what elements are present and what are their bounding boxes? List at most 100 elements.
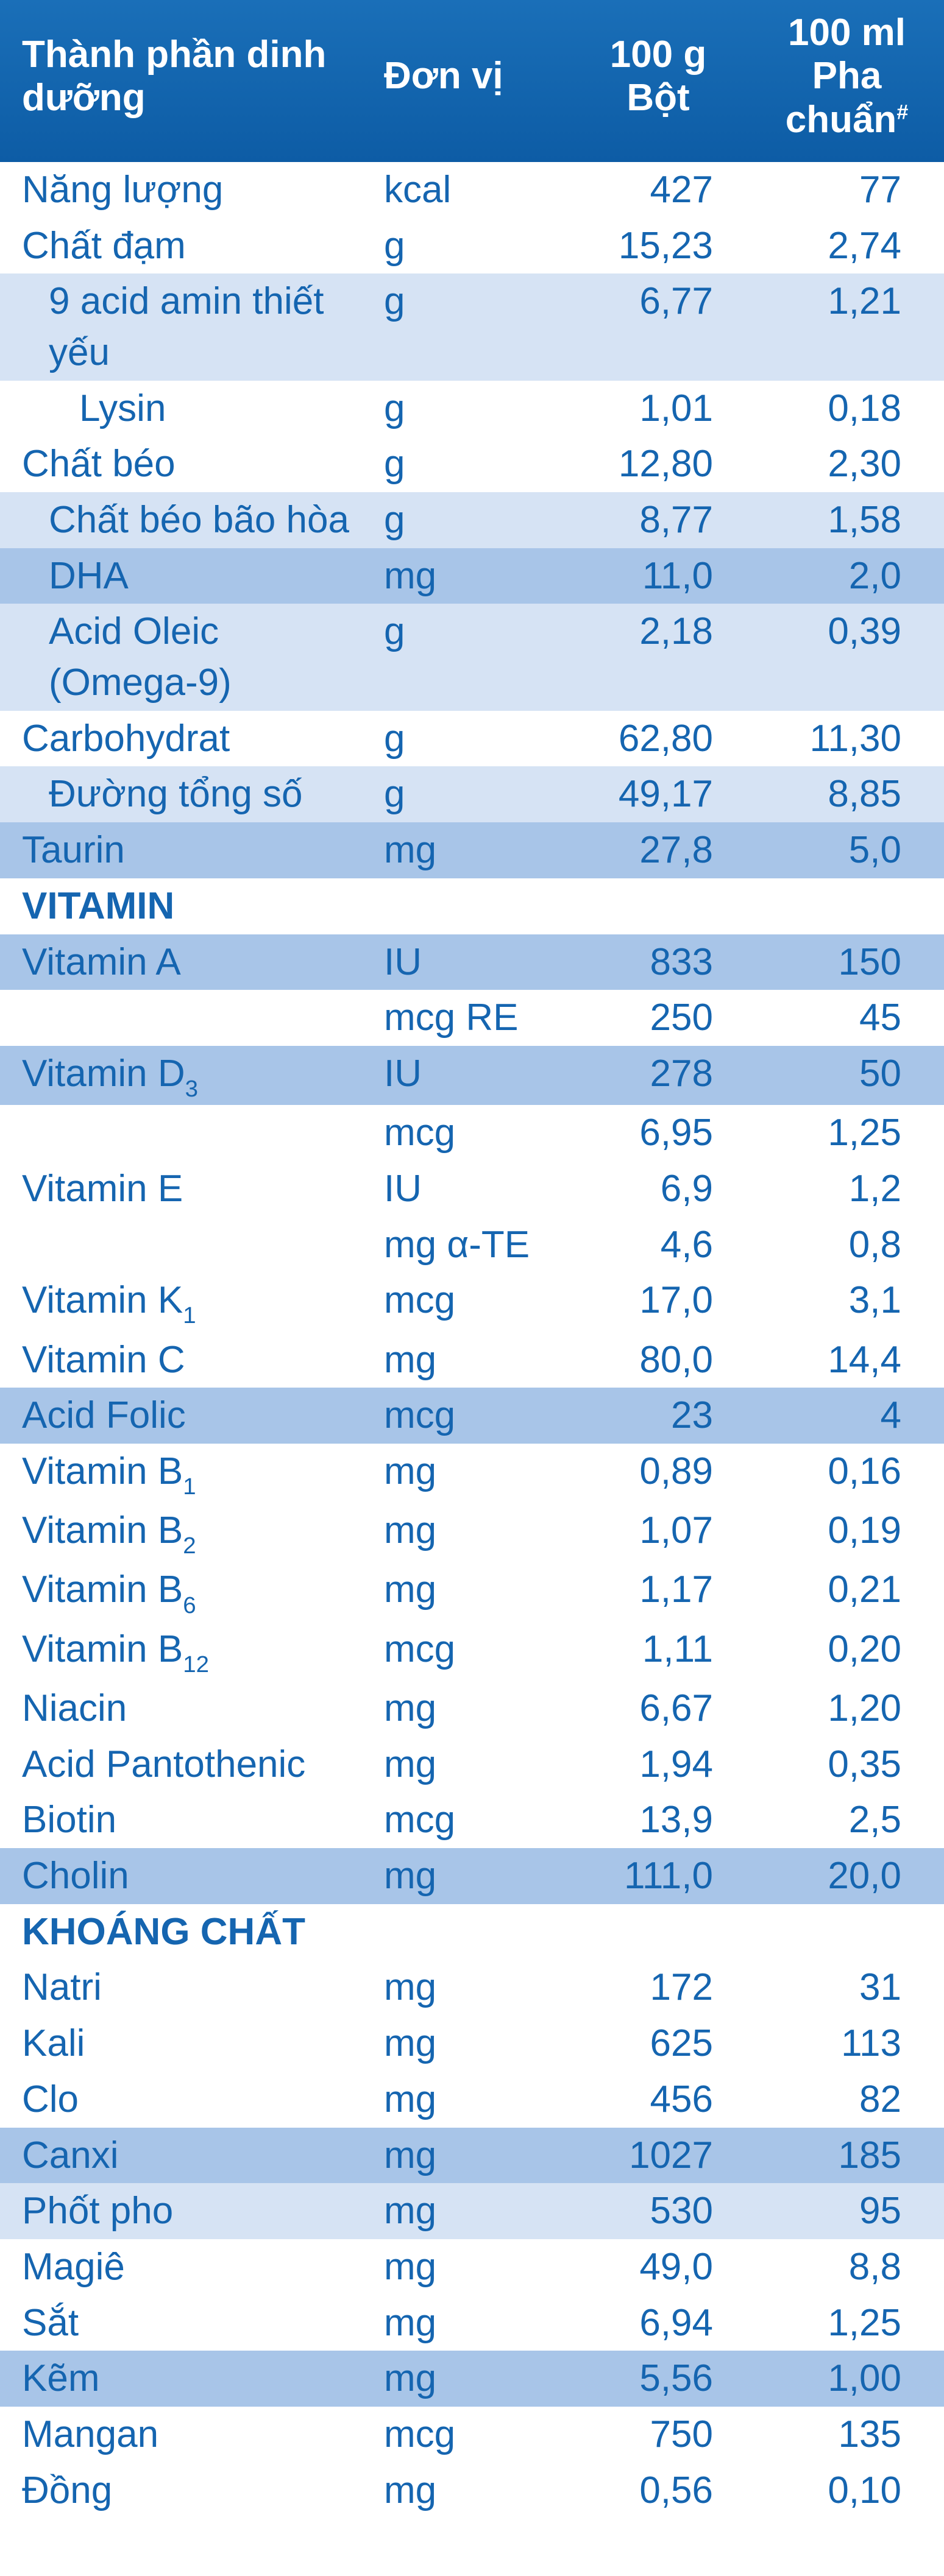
cell-name: Vitamin A (0, 934, 378, 990)
table-row: Vitamin B1mg0,890,16 (0, 1444, 944, 1503)
nutrient-name: Vitamin B (22, 1509, 183, 1551)
cell-100ml: 150 (750, 934, 944, 990)
table-row: Niacinmg6,671,20 (0, 1681, 944, 1737)
section-header-row: VITAMIN (0, 878, 944, 934)
nutrient-name: Vitamin C (22, 1339, 185, 1381)
nutrient-name-sub: 3 (185, 1076, 198, 1102)
cell-name: Chất đạm (0, 218, 378, 274)
cell-100ml: 0,39 (750, 604, 944, 710)
cell-100ml: 0,19 (750, 1503, 944, 1562)
table-row: Chất đạmg15,232,74 (0, 218, 944, 274)
table-row: Đồngmg0,560,10 (0, 2463, 944, 2519)
cell-100ml: 4 (750, 1388, 944, 1444)
table-row: Clomg45682 (0, 2072, 944, 2128)
cell-100ml: 8,8 (750, 2239, 944, 2295)
cell-100ml: 0,20 (750, 1621, 944, 1681)
nutrient-name: Biotin (22, 1799, 116, 1841)
cell-100g: 6,9 (567, 1161, 750, 1217)
cell-100ml: 20,0 (750, 1848, 944, 1904)
cell-unit: mcg (378, 2407, 567, 2463)
cell-unit: mg (378, 2183, 567, 2239)
table-body: Năng lượngkcal42777Chất đạmg15,232,74 9 a… (0, 162, 944, 2518)
cell-100ml: 185 (750, 2128, 944, 2184)
cell-unit: kcal (378, 162, 567, 218)
cell-100g: 172 (567, 1960, 750, 2016)
section-title: VITAMIN (0, 878, 944, 934)
cell-100ml: 113 (750, 2016, 944, 2072)
table-row: Acid Oleic (Omega-9)g2,180,39 (0, 604, 944, 710)
nutrient-name: Kẽm (22, 2357, 99, 2399)
table-row: Chất béog12,802,30 (0, 436, 944, 492)
nutrient-name: Sắt (22, 2302, 79, 2344)
cell-unit: mg (378, 548, 567, 604)
section-header-row: KHOÁNG CHẤT (0, 1904, 944, 1960)
cell-name: Acid Folic (0, 1388, 378, 1444)
section-title: KHOÁNG CHẤT (0, 1904, 944, 1960)
cell-100g: 80,0 (567, 1332, 750, 1388)
nutrient-name: Clo (22, 2078, 79, 2120)
cell-100ml: 0,16 (750, 1444, 944, 1503)
cell-100g: 2,18 (567, 604, 750, 710)
cell-unit: g (378, 273, 567, 380)
table-row: DHAmg11,02,0 (0, 548, 944, 604)
cell-unit: mg (378, 2351, 567, 2407)
cell-unit: g (378, 381, 567, 437)
cell-100g: 111,0 (567, 1848, 750, 1904)
cell-100ml: 0,21 (750, 1562, 944, 1621)
cell-100g: 0,56 (567, 2463, 750, 2519)
cell-name: Vitamin D3 (0, 1046, 378, 1105)
cell-unit: g (378, 604, 567, 710)
cell-name: Đường tổng số (0, 766, 378, 822)
cell-100g: 27,8 (567, 822, 750, 878)
cell-100ml: 1,58 (750, 492, 944, 548)
cell-name: Kali (0, 2016, 378, 2072)
cell-name: Vitamin B6 (0, 1562, 378, 1621)
cell-100g: 12,80 (567, 436, 750, 492)
cell-unit: mg (378, 2128, 567, 2184)
cell-unit: mcg (378, 1388, 567, 1444)
cell-name: Chất béo bão hòa (0, 492, 378, 548)
cell-name: Năng lượng (0, 162, 378, 218)
cell-100g: 49,17 (567, 766, 750, 822)
nutrient-name: DHA (49, 555, 129, 597)
cell-100ml: 95 (750, 2183, 944, 2239)
cell-100ml: 1,21 (750, 273, 944, 380)
table-row: Acid Folicmcg234 (0, 1388, 944, 1444)
cell-100ml: 2,74 (750, 218, 944, 274)
table-row: Phốt phomg53095 (0, 2183, 944, 2239)
cell-unit: mcg (378, 1105, 567, 1161)
cell-name: Vitamin C (0, 1332, 378, 1388)
cell-unit: mg (378, 1848, 567, 1904)
cell-unit: mg (378, 1562, 567, 1621)
cell-100g: 6,77 (567, 273, 750, 380)
cell-unit: mcg RE (378, 990, 567, 1046)
cell-100ml: 31 (750, 1960, 944, 2016)
cell-name: Vitamin K1 (0, 1272, 378, 1332)
cell-unit: mg (378, 1503, 567, 1562)
header-100g-l1: 100 g (610, 34, 707, 76)
cell-unit: mcg (378, 1272, 567, 1332)
cell-100ml: 77 (750, 162, 944, 218)
cell-100g: 278 (567, 1046, 750, 1105)
cell-name (0, 990, 378, 1046)
cell-unit: mg α-TE (378, 1217, 567, 1273)
nutrient-name: Vitamin K (22, 1279, 183, 1321)
cell-100ml: 0,18 (750, 381, 944, 437)
table-row: Vitamin AIU833150 (0, 934, 944, 990)
nutrient-name: Acid Pantothenic (22, 1743, 305, 1785)
nutrient-name: 9 acid amin thiết yếu (49, 280, 324, 373)
nutrient-name: Mangan (22, 2413, 158, 2455)
nutrient-name: Carbohydrat (22, 718, 230, 760)
cell-100g: 6,94 (567, 2295, 750, 2351)
cell-100g: 250 (567, 990, 750, 1046)
cell-100g: 49,0 (567, 2239, 750, 2295)
cell-100ml: 2,5 (750, 1792, 944, 1848)
cell-100ml: 8,85 (750, 766, 944, 822)
nutrient-name-sub: 1 (183, 1302, 196, 1329)
cell-unit: mg (378, 2016, 567, 2072)
cell-name: Taurin (0, 822, 378, 878)
cell-100g: 62,80 (567, 711, 750, 767)
cell-100ml: 135 (750, 2407, 944, 2463)
cell-name: Acid Oleic (Omega-9) (0, 604, 378, 710)
cell-100g: 427 (567, 162, 750, 218)
